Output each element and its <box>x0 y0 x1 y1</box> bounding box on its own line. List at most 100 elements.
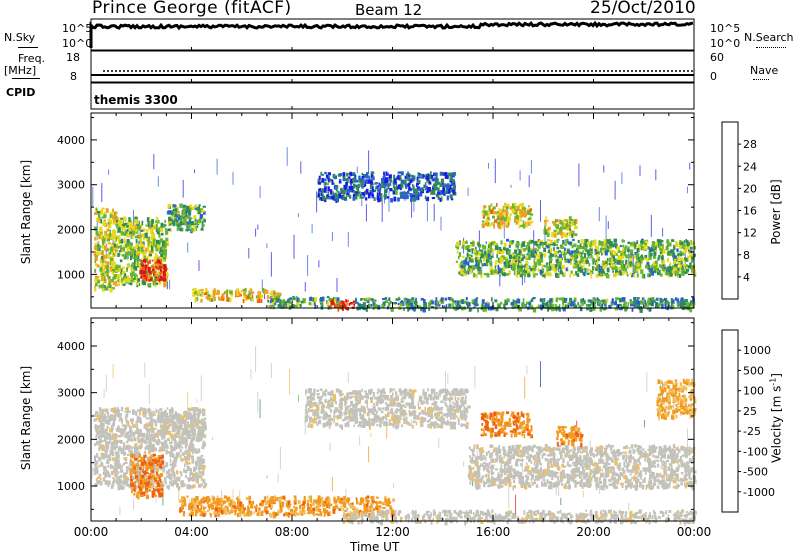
scatter-cell <box>152 413 156 416</box>
noise-streak <box>528 175 530 188</box>
scatter-cell <box>543 302 547 306</box>
scatter-cell <box>482 307 486 312</box>
scatter-cell <box>406 304 408 309</box>
scatter-cell <box>609 241 613 246</box>
scatter-cell <box>430 306 434 309</box>
scatter-cell <box>432 190 436 195</box>
scatter-cell <box>210 298 214 302</box>
scatter-cell <box>120 231 123 236</box>
scatter-cell <box>667 266 670 271</box>
scatter-cell <box>108 417 112 422</box>
scatter-cell <box>110 233 113 239</box>
scatter-cell <box>556 262 560 267</box>
scatter-cell <box>546 301 548 307</box>
scatter-cell <box>130 264 133 270</box>
scatter-cell <box>146 409 149 412</box>
scatter-cell <box>434 172 438 177</box>
scatter-cell <box>615 245 619 250</box>
scatter-cell <box>557 273 560 278</box>
scatter-cell <box>520 251 523 255</box>
scatter-cell <box>586 257 589 260</box>
scatter-cell <box>359 194 362 199</box>
scatter-cell <box>363 307 368 311</box>
noise-streak <box>144 362 146 378</box>
scatter-cell <box>385 300 389 303</box>
scatter-cell <box>107 218 111 222</box>
scatter-cell <box>485 262 489 266</box>
scatter-cell <box>158 246 160 250</box>
scatter-cell <box>139 420 142 424</box>
scatter-cell <box>441 183 444 186</box>
scatter-cell <box>675 243 679 248</box>
scatter-cell <box>594 249 598 252</box>
scatter-cell <box>573 262 576 266</box>
scatter-cell <box>553 247 555 251</box>
scatter-cell <box>275 298 280 303</box>
scatter-cell <box>139 245 143 250</box>
scatter-cell <box>201 465 205 470</box>
scatter-cell <box>115 266 119 270</box>
scatter-cell <box>167 210 171 215</box>
scatter-cell <box>95 230 99 236</box>
scatter-cell <box>160 276 163 281</box>
scatter-cell <box>398 178 402 181</box>
scatter-cell <box>529 208 532 212</box>
scatter-cell <box>383 194 387 198</box>
scatter-cell <box>154 464 157 470</box>
scatter-cell <box>295 302 300 306</box>
scatter-cell <box>649 252 653 257</box>
scatter-cell <box>437 181 441 185</box>
scatter-cell <box>619 245 622 248</box>
scatter-cell <box>671 272 676 275</box>
scatter-cell <box>489 260 492 264</box>
scatter-cell <box>477 259 480 264</box>
scatter-cell <box>503 307 508 310</box>
scatter-cell <box>480 253 484 259</box>
scatter-cell <box>106 262 109 268</box>
scatter-cell <box>98 285 100 289</box>
scatter-cell <box>122 247 125 252</box>
scatter-cell <box>689 253 693 258</box>
scatter-cell <box>405 301 409 306</box>
scatter-cell <box>411 297 415 301</box>
scatter-cell <box>236 288 239 294</box>
scatter-cell <box>499 258 502 264</box>
scatter-cell <box>139 407 142 410</box>
scatter-cell <box>528 250 530 253</box>
scatter-cell <box>313 297 317 303</box>
scatter-cell <box>640 269 644 274</box>
scatter-cell <box>562 308 566 312</box>
scatter-cell <box>324 188 327 191</box>
scatter-cell <box>158 264 161 268</box>
scatter-cell <box>354 174 357 179</box>
scatter-cell <box>395 184 398 190</box>
scatter-cell <box>515 220 518 225</box>
scatter-cell <box>124 240 126 243</box>
nave-tick-top: 60 <box>710 51 724 64</box>
scatter-cell <box>572 273 577 276</box>
scatter-cell <box>352 183 356 189</box>
scatter-cell <box>581 265 585 268</box>
scatter-cell <box>128 410 131 413</box>
scatter-cell <box>690 246 693 250</box>
scatter-cell <box>190 472 193 476</box>
scatter-cell <box>113 253 117 257</box>
scatter-cell <box>439 183 443 187</box>
scatter-cell <box>537 267 540 272</box>
scatter-cell <box>611 249 615 253</box>
scatter-cell <box>142 266 145 271</box>
scatter-cell <box>571 233 574 238</box>
scatter-cell <box>669 253 672 256</box>
scatter-cell <box>565 233 568 238</box>
scatter-cell <box>375 186 377 190</box>
scatter-cell <box>149 271 152 275</box>
scatter-cell <box>617 297 620 301</box>
scatter-cell <box>601 272 604 276</box>
scatter-cell <box>498 208 502 212</box>
scatter-cell <box>505 206 508 211</box>
scatter-cell <box>115 433 118 436</box>
scatter-cell <box>392 191 395 195</box>
scatter-cell <box>279 299 282 305</box>
scatter-cell <box>476 297 479 300</box>
